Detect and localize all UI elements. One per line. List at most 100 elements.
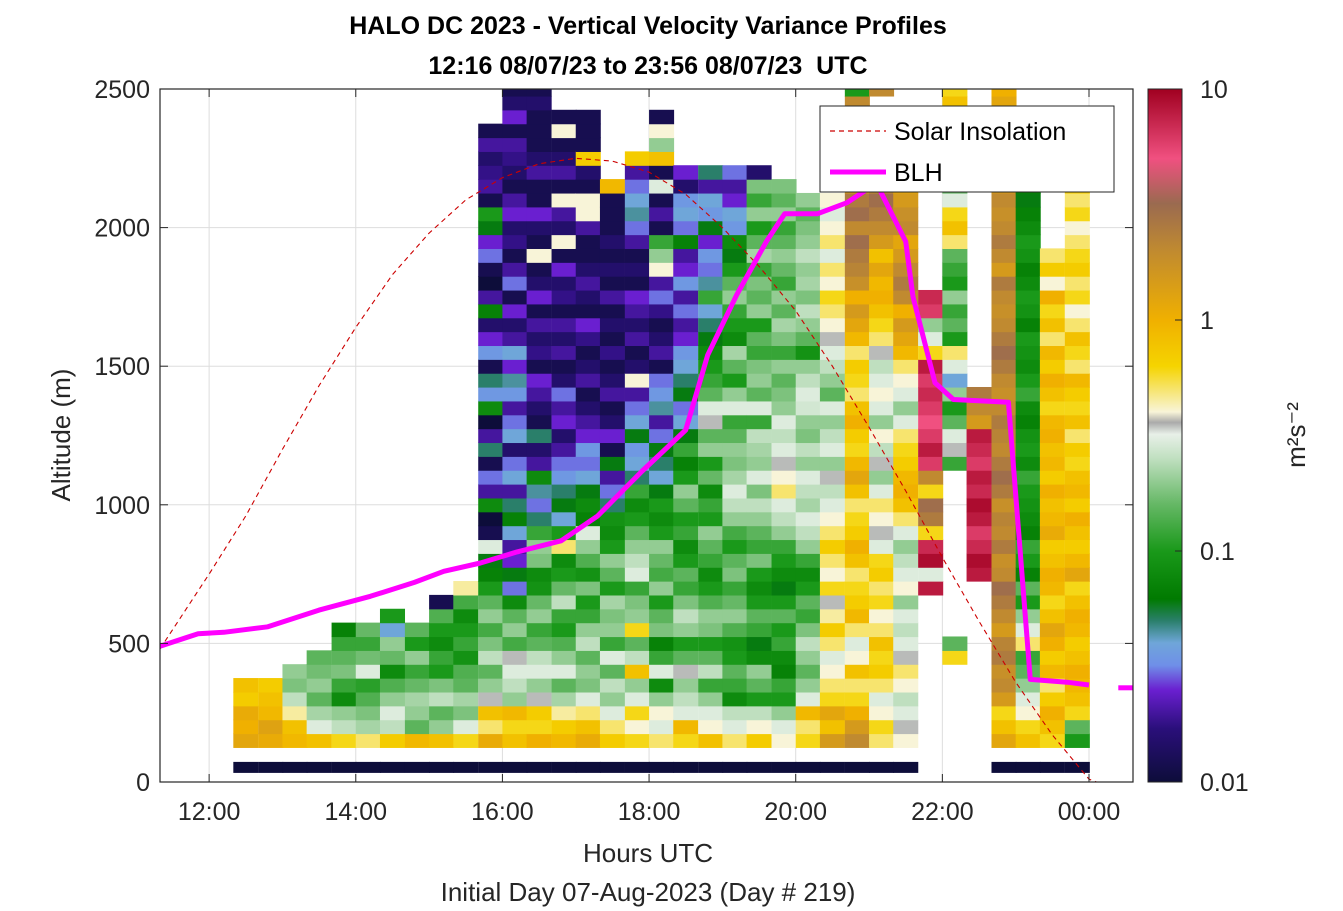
heatmap-cell-31-29: [991, 345, 1017, 360]
heatmap-cell-25-23: [844, 428, 870, 444]
heatmap-cell-10-19: [478, 484, 504, 499]
heatmap-cell-29-40: [942, 192, 968, 208]
heatmap-cell-32-11: [1015, 594, 1041, 610]
heatmap-cell-31-34: [991, 276, 1017, 291]
heatmap-cell-21-18: [746, 497, 772, 513]
heatmap-cell-12-35: [526, 262, 552, 277]
heatmap-cell-24-12: [819, 581, 845, 596]
heatmap-cell-25-35: [844, 262, 870, 277]
heatmap-cell-27-0: [893, 761, 919, 773]
heatmap-cell-21-22: [746, 442, 772, 457]
heatmap-cell-34-30: [1064, 331, 1090, 347]
heatmap-cell-8-5: [429, 678, 455, 693]
heatmap-cell-32-36: [1015, 248, 1041, 263]
heatmap-cell-19-11: [698, 594, 724, 610]
heatmap-cell-13-21: [551, 456, 577, 471]
heatmap-cell-17-8: [649, 636, 675, 651]
heatmap-cell-11-17: [502, 511, 528, 527]
heatmap-cell-26-15: [869, 539, 895, 554]
heatmap-cell-15-13: [599, 567, 625, 582]
heatmap-cell-27-15: [893, 539, 919, 554]
heatmap-cell-22-6: [771, 664, 797, 679]
heatmap-cell-34-33: [1064, 289, 1090, 305]
heatmap-cell-23-4: [795, 691, 821, 707]
heatmap-cell-13-43: [551, 151, 577, 166]
heatmap-cell-19-2: [698, 719, 724, 735]
heatmap-cell-21-19: [746, 484, 772, 499]
heatmap-cell-22-14: [771, 553, 797, 568]
heatmap-cell-22-22: [771, 442, 797, 457]
heatmap-cell-17-31: [649, 317, 675, 333]
heatmap-cell-29-32: [942, 303, 968, 319]
heatmap-cell-22-2: [771, 719, 797, 735]
heatmap-cell-6-7: [379, 650, 406, 665]
heatmap-cell-20-38: [722, 220, 748, 236]
heatmap-cell-0-0: [233, 761, 259, 773]
heatmap-cell-22-24: [771, 414, 797, 430]
heatmap-cell-16-33: [624, 289, 650, 305]
heatmap-cell-3-6: [306, 664, 332, 679]
heatmap-cell-12-28: [526, 359, 552, 374]
heatmap-cell-12-48: [526, 89, 552, 97]
heatmap-cell-16-29: [624, 345, 650, 360]
heatmap-cell-21-13: [746, 567, 772, 582]
heatmap-cell-31-40: [991, 192, 1017, 208]
heatmap-cell-25-12: [844, 581, 870, 596]
heatmap-cell-26-13: [869, 567, 895, 582]
heatmap-cell-13-24: [551, 414, 577, 430]
heatmap-cell-17-45: [649, 123, 675, 139]
heatmap-cell-13-0: [551, 761, 577, 773]
heatmap-cell-0-4: [233, 691, 259, 707]
heatmap-cell-23-37: [795, 234, 821, 249]
heatmap-cell-7-4: [404, 691, 430, 707]
heatmap-cell-12-30: [526, 331, 552, 347]
heatmap-cell-10-29: [478, 345, 504, 360]
heatmap-cell-19-9: [698, 622, 724, 638]
heatmap-cell-14-42: [575, 165, 601, 180]
heatmap-cell-21-11: [746, 594, 772, 610]
heatmap-cell-14-35: [575, 262, 601, 277]
colorbar-ticks: 0.01 0.1 1 10: [1175, 76, 1249, 797]
y-tick-label-0: 0: [136, 769, 150, 797]
heatmap-cell-18-1: [673, 733, 699, 748]
heatmap-cell-31-15: [991, 539, 1017, 554]
heatmap-cell-33-26: [1039, 386, 1065, 402]
heatmap-cell-33-14: [1039, 553, 1065, 568]
heatmap-cell-11-33: [502, 289, 528, 305]
heatmap-cell-14-19: [575, 484, 601, 499]
heatmap-cell-17-38: [649, 220, 675, 236]
heatmap-cell-28-17: [918, 511, 944, 527]
heatmap-cell-33-29: [1039, 345, 1065, 360]
heatmap-cell-7-2: [404, 719, 430, 735]
heatmap-cell-11-44: [502, 137, 528, 152]
heatmap-cell-12-29: [526, 345, 552, 360]
heatmap-cell-27-21: [893, 456, 919, 471]
heatmap-cell-34-18: [1064, 497, 1090, 513]
heatmap-cell-13-46: [551, 109, 577, 125]
heatmap-cell-25-36: [844, 248, 870, 263]
heatmap-cell-26-35: [869, 262, 895, 277]
heatmap-cell-15-0: [599, 761, 625, 773]
heatmap-cell-21-7: [746, 650, 772, 665]
heatmap-cell-16-42: [624, 165, 650, 180]
heatmap-cell-14-18: [575, 497, 601, 513]
heatmap-cell-10-38: [478, 220, 504, 236]
heatmap-cell-0-5: [233, 678, 259, 693]
heatmap-cell-25-31: [844, 317, 870, 333]
heatmap-cell-2-0: [282, 761, 308, 773]
heatmap-cell-13-10: [551, 608, 577, 624]
heatmap-cell-26-28: [869, 359, 895, 374]
heatmap-cell-16-43: [624, 151, 650, 166]
heatmap-cell-31-13: [991, 567, 1017, 582]
heatmap-cell-13-31: [551, 317, 577, 333]
heatmap-cell-8-9: [429, 622, 455, 638]
heatmap-cell-8-7: [429, 650, 455, 665]
heatmap-cell-15-10: [599, 608, 625, 624]
heatmap-cell-33-13: [1039, 567, 1065, 582]
heatmap-cell-19-14: [698, 553, 724, 568]
heatmap-cell-11-35: [502, 262, 528, 277]
heatmap-cell-14-26: [575, 386, 601, 402]
heatmap-cell-32-19: [1015, 484, 1041, 499]
heatmap-cell-29-30: [942, 331, 968, 347]
